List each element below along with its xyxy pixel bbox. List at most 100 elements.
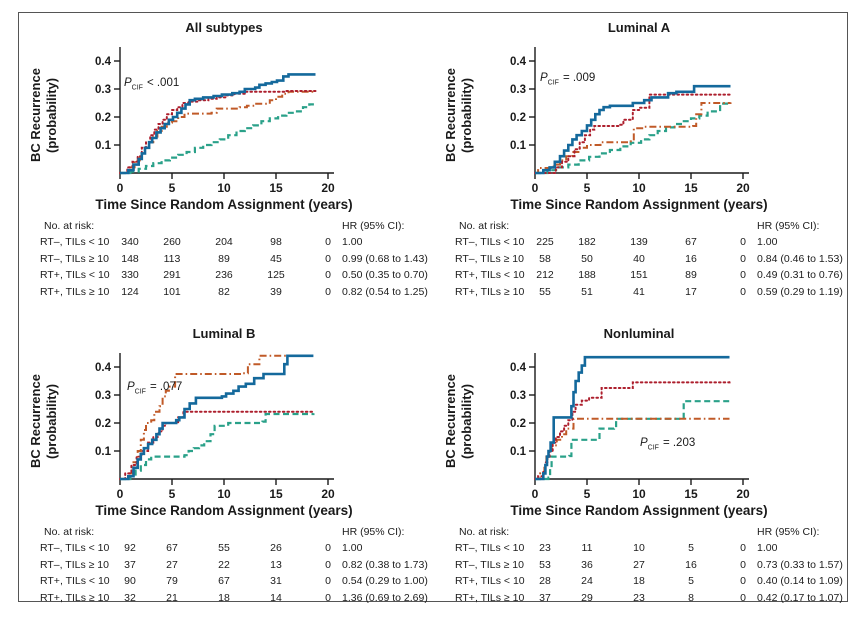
panel-title: Nonluminal: [603, 326, 675, 341]
risk-count: 23: [633, 591, 645, 604]
risk-hr: 1.00: [757, 236, 778, 248]
risk-header-left: No. at risk:: [459, 526, 510, 538]
risk-count: 50: [581, 252, 593, 265]
y-axis-label: BC Recurrence (probability): [28, 374, 59, 468]
risk-row-label: RT–, TILs ≥ 10: [40, 252, 109, 265]
risk-count: 67: [685, 236, 697, 248]
curve-dotted-red: [119, 90, 317, 174]
chart-area: 0.1 0.2 0.3 0.4 0 5 10 15 20 PCIF = .077: [62, 346, 394, 502]
risk-hr: 0.82 (0.54 to 1.25): [342, 285, 428, 298]
risk-count: 89: [218, 252, 230, 265]
risk-count: 31: [270, 575, 282, 587]
x-tick-label: 0: [532, 487, 539, 501]
cumulative-incidence-chart: 0.1 0.2 0.3 0.4 0 5 10 15 20: [510, 47, 750, 195]
risk-count: 67: [218, 575, 230, 587]
risk-count: 0: [325, 591, 331, 604]
x-tick-label: 5: [584, 487, 591, 501]
risk-count: 26: [270, 542, 282, 554]
risk-count: 151: [630, 269, 648, 281]
risk-count: 92: [124, 542, 136, 554]
risk-count: 18: [633, 575, 645, 587]
y-tick-label: 0.1: [95, 446, 112, 458]
risk-header-left: No. at risk:: [459, 220, 510, 232]
x-tick-label: 10: [632, 487, 646, 501]
y-axis-label: BC Recurrence (probability): [443, 374, 474, 468]
y-axis-label: BC Recurrence (probability): [443, 68, 474, 162]
risk-count: 40: [633, 252, 645, 265]
curve-dashdot-orange: [120, 90, 316, 174]
risk-header-right: HR (95% CI):: [757, 526, 820, 538]
curve-solid-blue: [535, 84, 731, 175]
risk-count: 5: [688, 575, 694, 587]
risk-table: No. at risk: HR (95% CI): RT–, TILs < 10 22…: [435, 220, 846, 306]
risk-row-label: RT–, TILs < 10: [455, 236, 525, 248]
y-tick-label: 0.2: [510, 112, 526, 124]
panel-nonluminal: Nonluminal BC Recurrence (probability) 0…: [435, 320, 846, 604]
curve-dashdot-orange: [535, 102, 732, 174]
risk-count: 0: [740, 236, 746, 248]
risk-count: 24: [581, 575, 593, 587]
risk-hr: 1.36 (0.69 to 2.69): [342, 591, 428, 604]
risk-count: 0: [325, 542, 331, 554]
risk-table: No. at risk: HR (95% CI): RT–, TILs < 10 92…: [20, 526, 435, 612]
x-tick-label: 20: [736, 181, 750, 195]
panel-title: Luminal B: [192, 326, 256, 341]
risk-hr: 0.84 (0.46 to 1.53): [757, 252, 843, 265]
risk-count: 29: [581, 591, 593, 604]
y-tick-label: 0.1: [510, 446, 527, 458]
x-tick-label: 20: [321, 487, 335, 501]
y-tick-label: 0.3: [95, 84, 111, 96]
risk-row-label: RT+, TILs < 10: [455, 575, 525, 587]
y-tick-label: 0.3: [510, 390, 526, 402]
risk-hr: 0.49 (0.31 to 0.76): [757, 269, 843, 281]
chart-row: BC Recurrence (probability) 0.1 0.2 0.3 0.4…: [20, 40, 435, 196]
risk-count: 0: [740, 575, 746, 587]
risk-count: 23: [539, 542, 551, 554]
x-tick-label: 0: [117, 181, 124, 195]
risk-count: 27: [166, 558, 178, 571]
risk-count: 89: [685, 269, 697, 281]
risk-count: 14: [270, 591, 282, 604]
risk-hr: 1.00: [342, 542, 363, 554]
risk-row-label: RT+, TILs < 10: [40, 269, 110, 281]
risk-count: 16: [685, 558, 697, 571]
risk-count: 0: [325, 269, 331, 281]
panel-title: All subtypes: [185, 20, 263, 35]
figure-border: [18, 12, 848, 602]
chart-row: BC Recurrence (probability) 0.1 0.2 0.3 0.4…: [20, 346, 435, 502]
risk-hr: 0.42 (0.17 to 1.07): [757, 591, 843, 604]
y-tick-label: 0.3: [510, 84, 526, 96]
x-tick-label: 5: [169, 181, 176, 195]
risk-count: 18: [218, 591, 230, 604]
risk-count: 0: [325, 236, 331, 248]
risk-count: 101: [163, 285, 181, 298]
curve-solid-blue: [120, 73, 316, 175]
risk-count: 330: [121, 269, 139, 281]
risk-header-right: HR (95% CI):: [757, 220, 820, 232]
risk-count: 28: [539, 575, 551, 587]
chart-area: 0.1 0.2 0.3 0.4 0 5 10 15 20 PCIF < .001: [62, 40, 394, 196]
risk-count: 53: [539, 558, 551, 571]
y-tick-label: 0.4: [95, 362, 112, 374]
cumulative-incidence-chart: 0.1 0.2 0.3 0.4 0 5 10 15 20: [510, 353, 750, 501]
risk-count: 0: [740, 542, 746, 554]
x-axis-label: Time Since Random Assignment (years): [510, 503, 768, 518]
risk-hr: 0.40 (0.14 to 1.09): [757, 575, 843, 587]
x-tick-label: 20: [321, 181, 335, 195]
risk-count: 27: [633, 558, 645, 571]
risk-table: No. at risk: HR (95% CI): RT–, TILs < 10 34…: [20, 220, 435, 306]
panel-title: Luminal A: [607, 20, 671, 35]
x-tick-label: 20: [736, 487, 750, 501]
risk-count: 16: [685, 252, 697, 265]
risk-hr: 1.00: [757, 542, 778, 554]
risk-hr: 0.59 (0.29 to 1.19): [757, 285, 843, 298]
panel-luminal-b: Luminal B BC Recurrence (probability) 0.…: [20, 320, 435, 604]
risk-count: 124: [121, 285, 139, 298]
risk-count: 22: [218, 558, 230, 571]
x-tick-label: 0: [532, 181, 539, 195]
risk-count: 41: [633, 285, 645, 298]
x-tick-label: 15: [684, 487, 698, 501]
risk-count: 37: [539, 591, 551, 604]
risk-count: 340: [121, 236, 139, 248]
risk-row-label: RT+, TILs < 10: [40, 575, 110, 587]
